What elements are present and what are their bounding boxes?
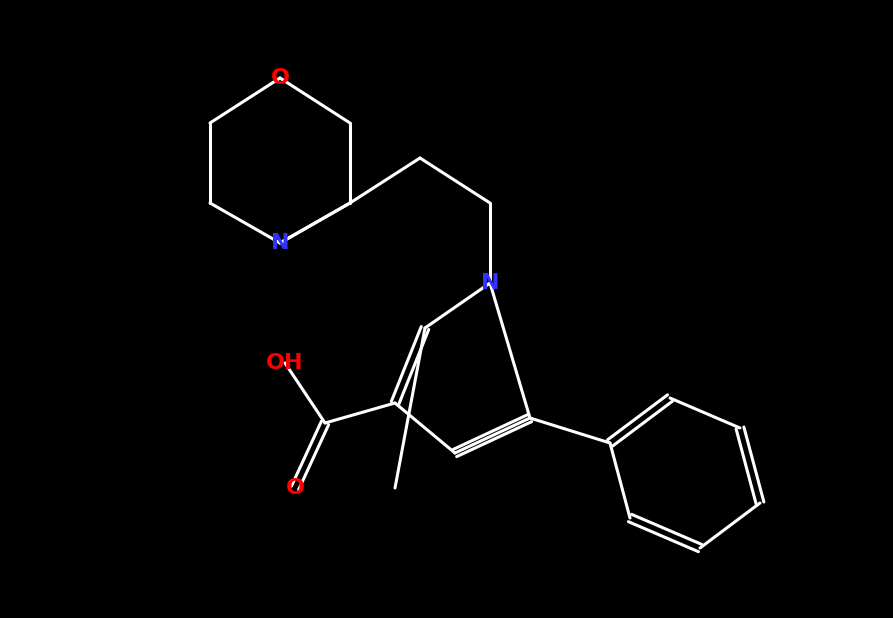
Text: N: N — [480, 273, 499, 293]
Text: O: O — [271, 68, 289, 88]
Text: N: N — [271, 233, 289, 253]
Text: O: O — [286, 478, 305, 498]
Text: OH: OH — [266, 353, 304, 373]
